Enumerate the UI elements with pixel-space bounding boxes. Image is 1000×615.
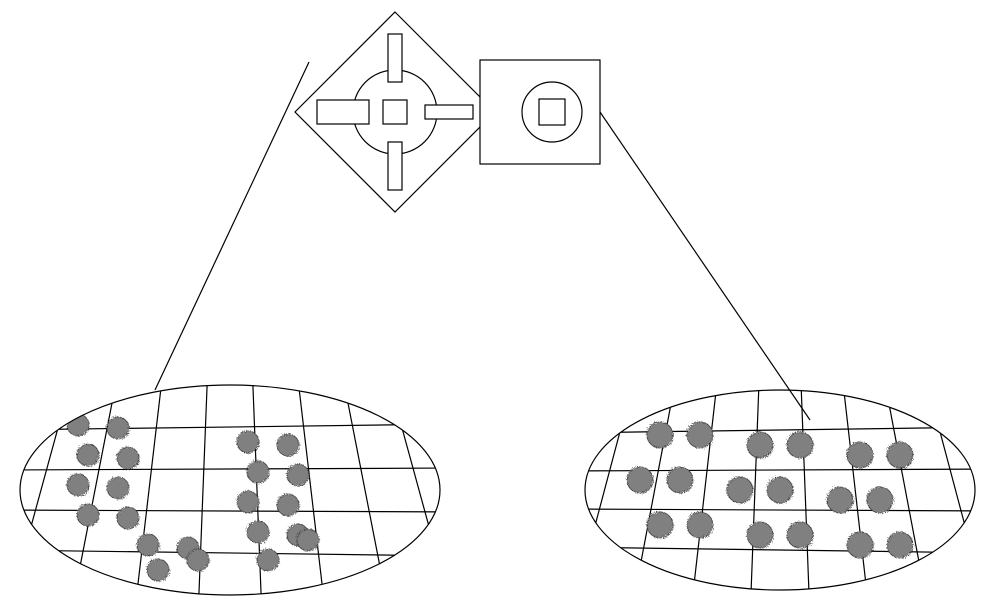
footprint-left-blob: [147, 559, 169, 581]
footprint-left: [0, 375, 460, 605]
footprint-right-blob: [827, 487, 853, 513]
footprint-right-blob: [747, 522, 773, 548]
footprint-right-blobs: [627, 422, 913, 558]
footprint-left-blob: [247, 521, 269, 543]
footprint-left-blob: [137, 534, 159, 556]
footprint-left-blob: [117, 447, 139, 469]
footprint-right-blob: [847, 532, 873, 558]
footprint-left-blob: [117, 507, 139, 529]
footprint-left-blob: [187, 549, 209, 571]
satellite-arm-bottom: [388, 142, 402, 190]
footprint-right-blob: [887, 442, 913, 468]
footprint-right-blob: [747, 432, 773, 458]
footprint-left-blob: [247, 461, 269, 483]
footprint-left-blob: [77, 444, 99, 466]
footprint-right-blob: [847, 442, 873, 468]
footprint-left-blob: [257, 549, 279, 571]
footprint-right-blob: [787, 522, 813, 548]
footprint-right-blob: [867, 487, 893, 513]
footprint-right-blob: [627, 467, 653, 493]
footprint-left-blob: [107, 477, 129, 499]
footprint-left-blob: [237, 491, 259, 513]
footprint-right-blob: [787, 432, 813, 458]
satellite-arm-top: [388, 34, 402, 82]
footprint-left-blob: [287, 464, 309, 486]
link-line-right: [600, 112, 810, 420]
footprint-left-blob: [277, 494, 299, 516]
satellite-arm-right: [425, 105, 473, 119]
footprint-left-blob: [237, 431, 259, 453]
footprint-right-blob: [727, 477, 753, 503]
footprint-left-blob: [77, 504, 99, 526]
satellite: [295, 12, 600, 212]
diagram-root: [0, 0, 1000, 615]
footprint-right: [565, 380, 995, 600]
footprint-left-blob: [277, 434, 299, 456]
satellite-arm-left: [317, 100, 369, 124]
footprint-left-blob: [107, 417, 129, 439]
footprint-right-blob: [647, 512, 673, 538]
satellite-center-square: [383, 100, 407, 124]
footprint-right-blob: [647, 422, 673, 448]
footprint-left-blob: [297, 529, 319, 551]
footprint-left-blob: [67, 474, 89, 496]
footprint-right-blob: [687, 422, 713, 448]
link-line-left: [155, 62, 309, 390]
footprint-right-blob: [887, 532, 913, 558]
footprint-right-blob: [687, 512, 713, 538]
footprint-right-blob: [667, 467, 693, 493]
footprint-right-blob: [767, 477, 793, 503]
